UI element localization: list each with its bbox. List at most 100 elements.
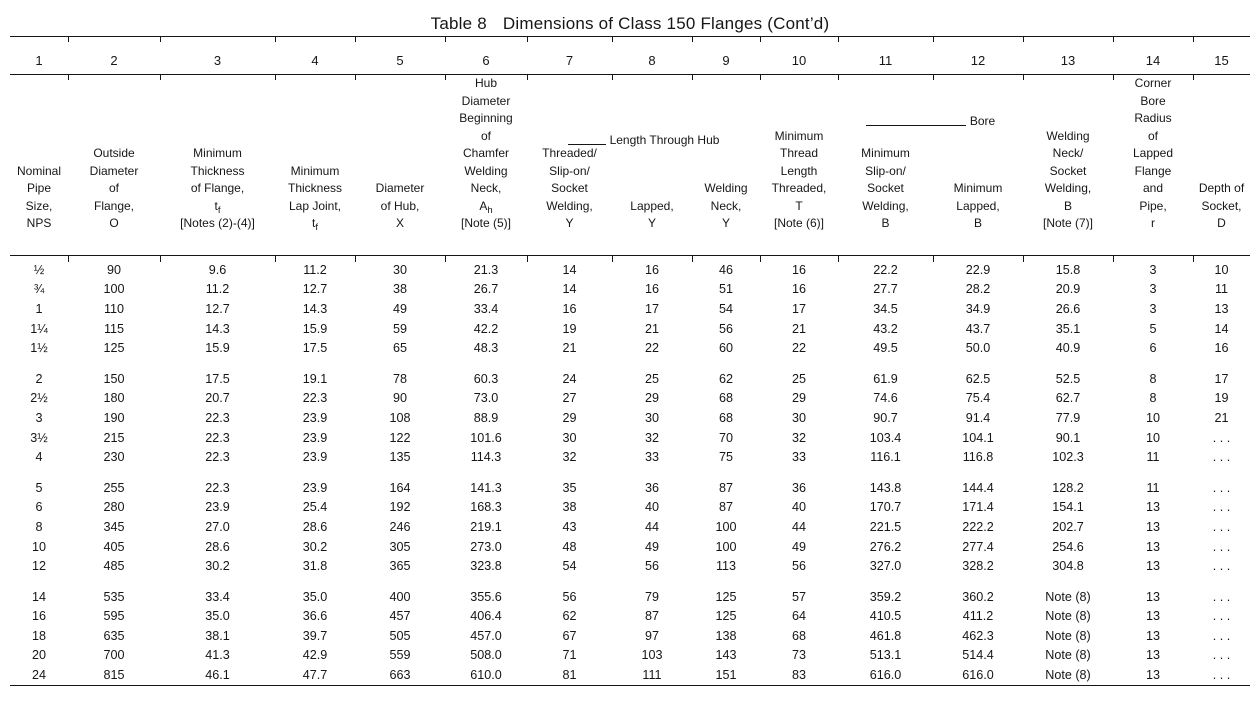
table-cell: . . .	[1212, 519, 1231, 534]
table-cell: 192	[389, 500, 411, 515]
table-cell: 101.6	[470, 430, 502, 445]
table-cell: 57	[791, 589, 806, 604]
column-boundary-tick	[68, 256, 70, 262]
table-cell: 40	[791, 500, 806, 515]
table-cell: 230	[103, 450, 125, 465]
header-line: Minimum	[774, 128, 824, 143]
table-cell: 34.5	[873, 301, 898, 316]
header-line: Slip-on/	[865, 163, 906, 178]
header-line: Welding,	[546, 198, 593, 213]
table-cell: 40	[644, 500, 659, 515]
table-cell: 87	[644, 609, 659, 624]
table-cell: 154.1	[1052, 500, 1084, 515]
table-cell: 75	[718, 450, 733, 465]
column-boundary-tick	[68, 75, 70, 80]
column-boundary-tick	[933, 75, 935, 80]
header-line: Y	[721, 216, 730, 230]
symbol-base: t	[312, 216, 316, 230]
table-cell: 12.7	[205, 301, 230, 316]
table-cell: 15.9	[205, 341, 230, 356]
table-cell: 115	[103, 321, 125, 336]
column-boundary-tick	[1193, 256, 1195, 262]
column-boundary-tick	[355, 75, 357, 80]
table-cell: 39.7	[302, 628, 328, 643]
flange-dimensions-table: 1 2 3 4 5 6 7 8 9 10 11 12 13 14 15 Nominal Pipe Size, NP…	[10, 36, 1250, 686]
table-cell: 405	[103, 539, 125, 554]
header-line: NPS	[26, 216, 52, 230]
header-line: Y	[647, 216, 656, 230]
header-line: Pipe,	[1139, 198, 1167, 213]
header-line: Lapped	[1132, 146, 1174, 160]
table-cell: 700	[103, 648, 125, 663]
symbol-subscript: f	[315, 222, 318, 233]
table-cell: 3	[35, 410, 43, 425]
table-cell: 151	[715, 668, 737, 683]
table-cell: 21	[791, 321, 806, 336]
table-cell: 48.3	[473, 341, 499, 356]
table-cell: 9.6	[208, 262, 227, 277]
table-cell: 36	[791, 480, 806, 495]
table-cell: 14	[562, 282, 577, 297]
table-row: 14 535 33.4 35.0 400 355.6 56 79 125 57 359.2 360.2…	[10, 587, 1250, 607]
table-cell: . . .	[1212, 589, 1231, 604]
table-cell: 138	[715, 628, 737, 643]
header-line: Threaded,	[771, 181, 827, 195]
table-cell: 51	[718, 282, 733, 297]
table-cell: 457.0	[470, 628, 502, 643]
table-cell: 74.6	[873, 391, 898, 406]
header-line: Neck,	[710, 198, 742, 213]
column-header-6: Hub Diameter Beginning of Chamfer Welding Neck…	[445, 75, 527, 237]
table-cell: 90.7	[873, 410, 898, 425]
table-row: 3 190 22.3 23.9 108 88.9 29 30 68 30 90.7 91.4 77.9 1…	[10, 408, 1250, 428]
table-cell: 221.5	[869, 519, 902, 534]
table-cell: 6	[1149, 341, 1157, 356]
header-line: Chamfer	[462, 146, 509, 160]
header-line: of	[108, 181, 119, 195]
table-cell: ½	[33, 262, 45, 277]
table-cell: 22.3	[302, 391, 328, 406]
column-header-11: Minimum Slip-on/Socket Welding, B	[838, 75, 933, 237]
table-cell: 35	[562, 480, 577, 495]
column-boundary-tick	[933, 256, 935, 262]
table-cell: 277.4	[962, 539, 994, 554]
table-cell: 11	[1214, 282, 1229, 297]
column-boundary-tick	[355, 37, 357, 42]
table-cell: 8	[1149, 371, 1157, 386]
table-cell: 32	[791, 430, 806, 445]
table-cell: 505	[389, 628, 411, 643]
header-line: Minimum	[290, 163, 340, 178]
table-cell: 21	[644, 321, 659, 336]
table-cell: 13	[1145, 668, 1160, 683]
table-cell: 12	[31, 559, 46, 574]
header-line: B	[973, 216, 982, 230]
column-boundary-tick	[1113, 37, 1115, 42]
table-cell: 125	[715, 589, 737, 604]
table-title-text: Dimensions of Class 150 Flanges (Cont’d)	[502, 14, 830, 33]
table-cell: 36	[644, 480, 659, 495]
column-boundary-tick	[1023, 75, 1025, 80]
table-cell: 71	[562, 648, 577, 663]
table-cell: 2½	[30, 391, 48, 406]
table-cell: 38.1	[205, 628, 230, 643]
table-cell: 170.7	[869, 500, 902, 515]
table-cell: 68	[791, 628, 806, 643]
table-cell: Note (8)	[1045, 609, 1091, 624]
column-number: 3	[213, 53, 222, 68]
table-cell: 88.9	[473, 410, 499, 425]
table-cell: 273.0	[470, 539, 502, 554]
table-cell: Note (8)	[1045, 668, 1091, 683]
table-cell: 1	[35, 301, 43, 316]
table-cell: 164	[389, 480, 411, 495]
table-cell: 26.6	[1055, 301, 1081, 316]
table-cell: 5	[35, 480, 43, 495]
table-cell: 33	[644, 450, 659, 465]
column-boundary-tick	[527, 37, 529, 42]
table-cell: 128.2	[1052, 480, 1084, 495]
table-cell: 28.2	[965, 282, 991, 297]
table-cell: 91.4	[965, 410, 991, 425]
table-cell: 22.3	[205, 430, 230, 445]
table-cell: 616.0	[962, 668, 994, 683]
table-row: 20 700 41.3 42.9 559 508.0 71 103 143 73 513.1 514.…	[10, 646, 1250, 666]
table-cell: 513.1	[869, 648, 902, 663]
